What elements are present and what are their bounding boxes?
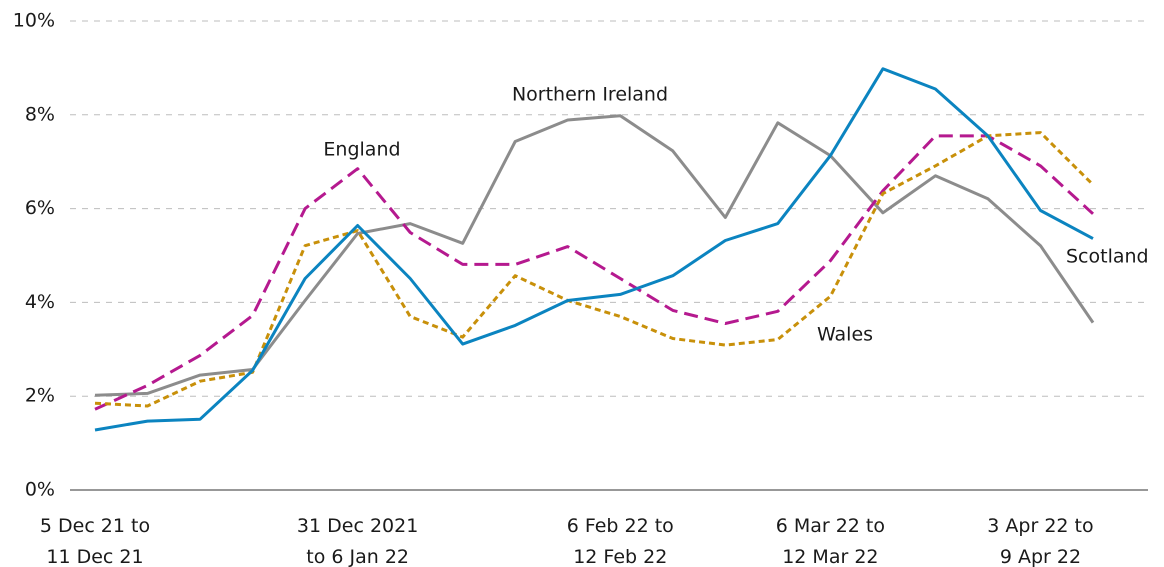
y-tick-label: 6% xyxy=(25,197,55,219)
series-line xyxy=(94,114,1095,397)
x-tick-label: 6 Feb 22 to 12 Feb 22 xyxy=(567,515,674,567)
series-label: Northern Ireland xyxy=(512,84,668,106)
y-tick-label: 8% xyxy=(25,103,55,125)
series-line xyxy=(94,67,1094,432)
series-line xyxy=(94,131,1095,408)
x-tick-label: 6 Mar 22 to 12 Mar 22 xyxy=(776,515,885,567)
series-label: Scotland xyxy=(1066,246,1149,268)
y-tick-label: 0% xyxy=(25,479,55,501)
x-tick-label: 3 Apr 22 to 9 Apr 22 xyxy=(987,515,1093,567)
x-tick-label: 5 Dec 21 to 11 Dec 21 xyxy=(40,515,150,567)
y-tick-label: 2% xyxy=(25,385,55,407)
series-label: Wales xyxy=(817,324,873,346)
y-tick-label: 4% xyxy=(25,291,55,313)
series-label: England xyxy=(323,139,400,161)
y-tick-label: 10% xyxy=(13,10,55,32)
x-tick-label: 31 Dec 2021 to 6 Jan 22 xyxy=(297,515,418,567)
series-line xyxy=(94,134,1095,411)
